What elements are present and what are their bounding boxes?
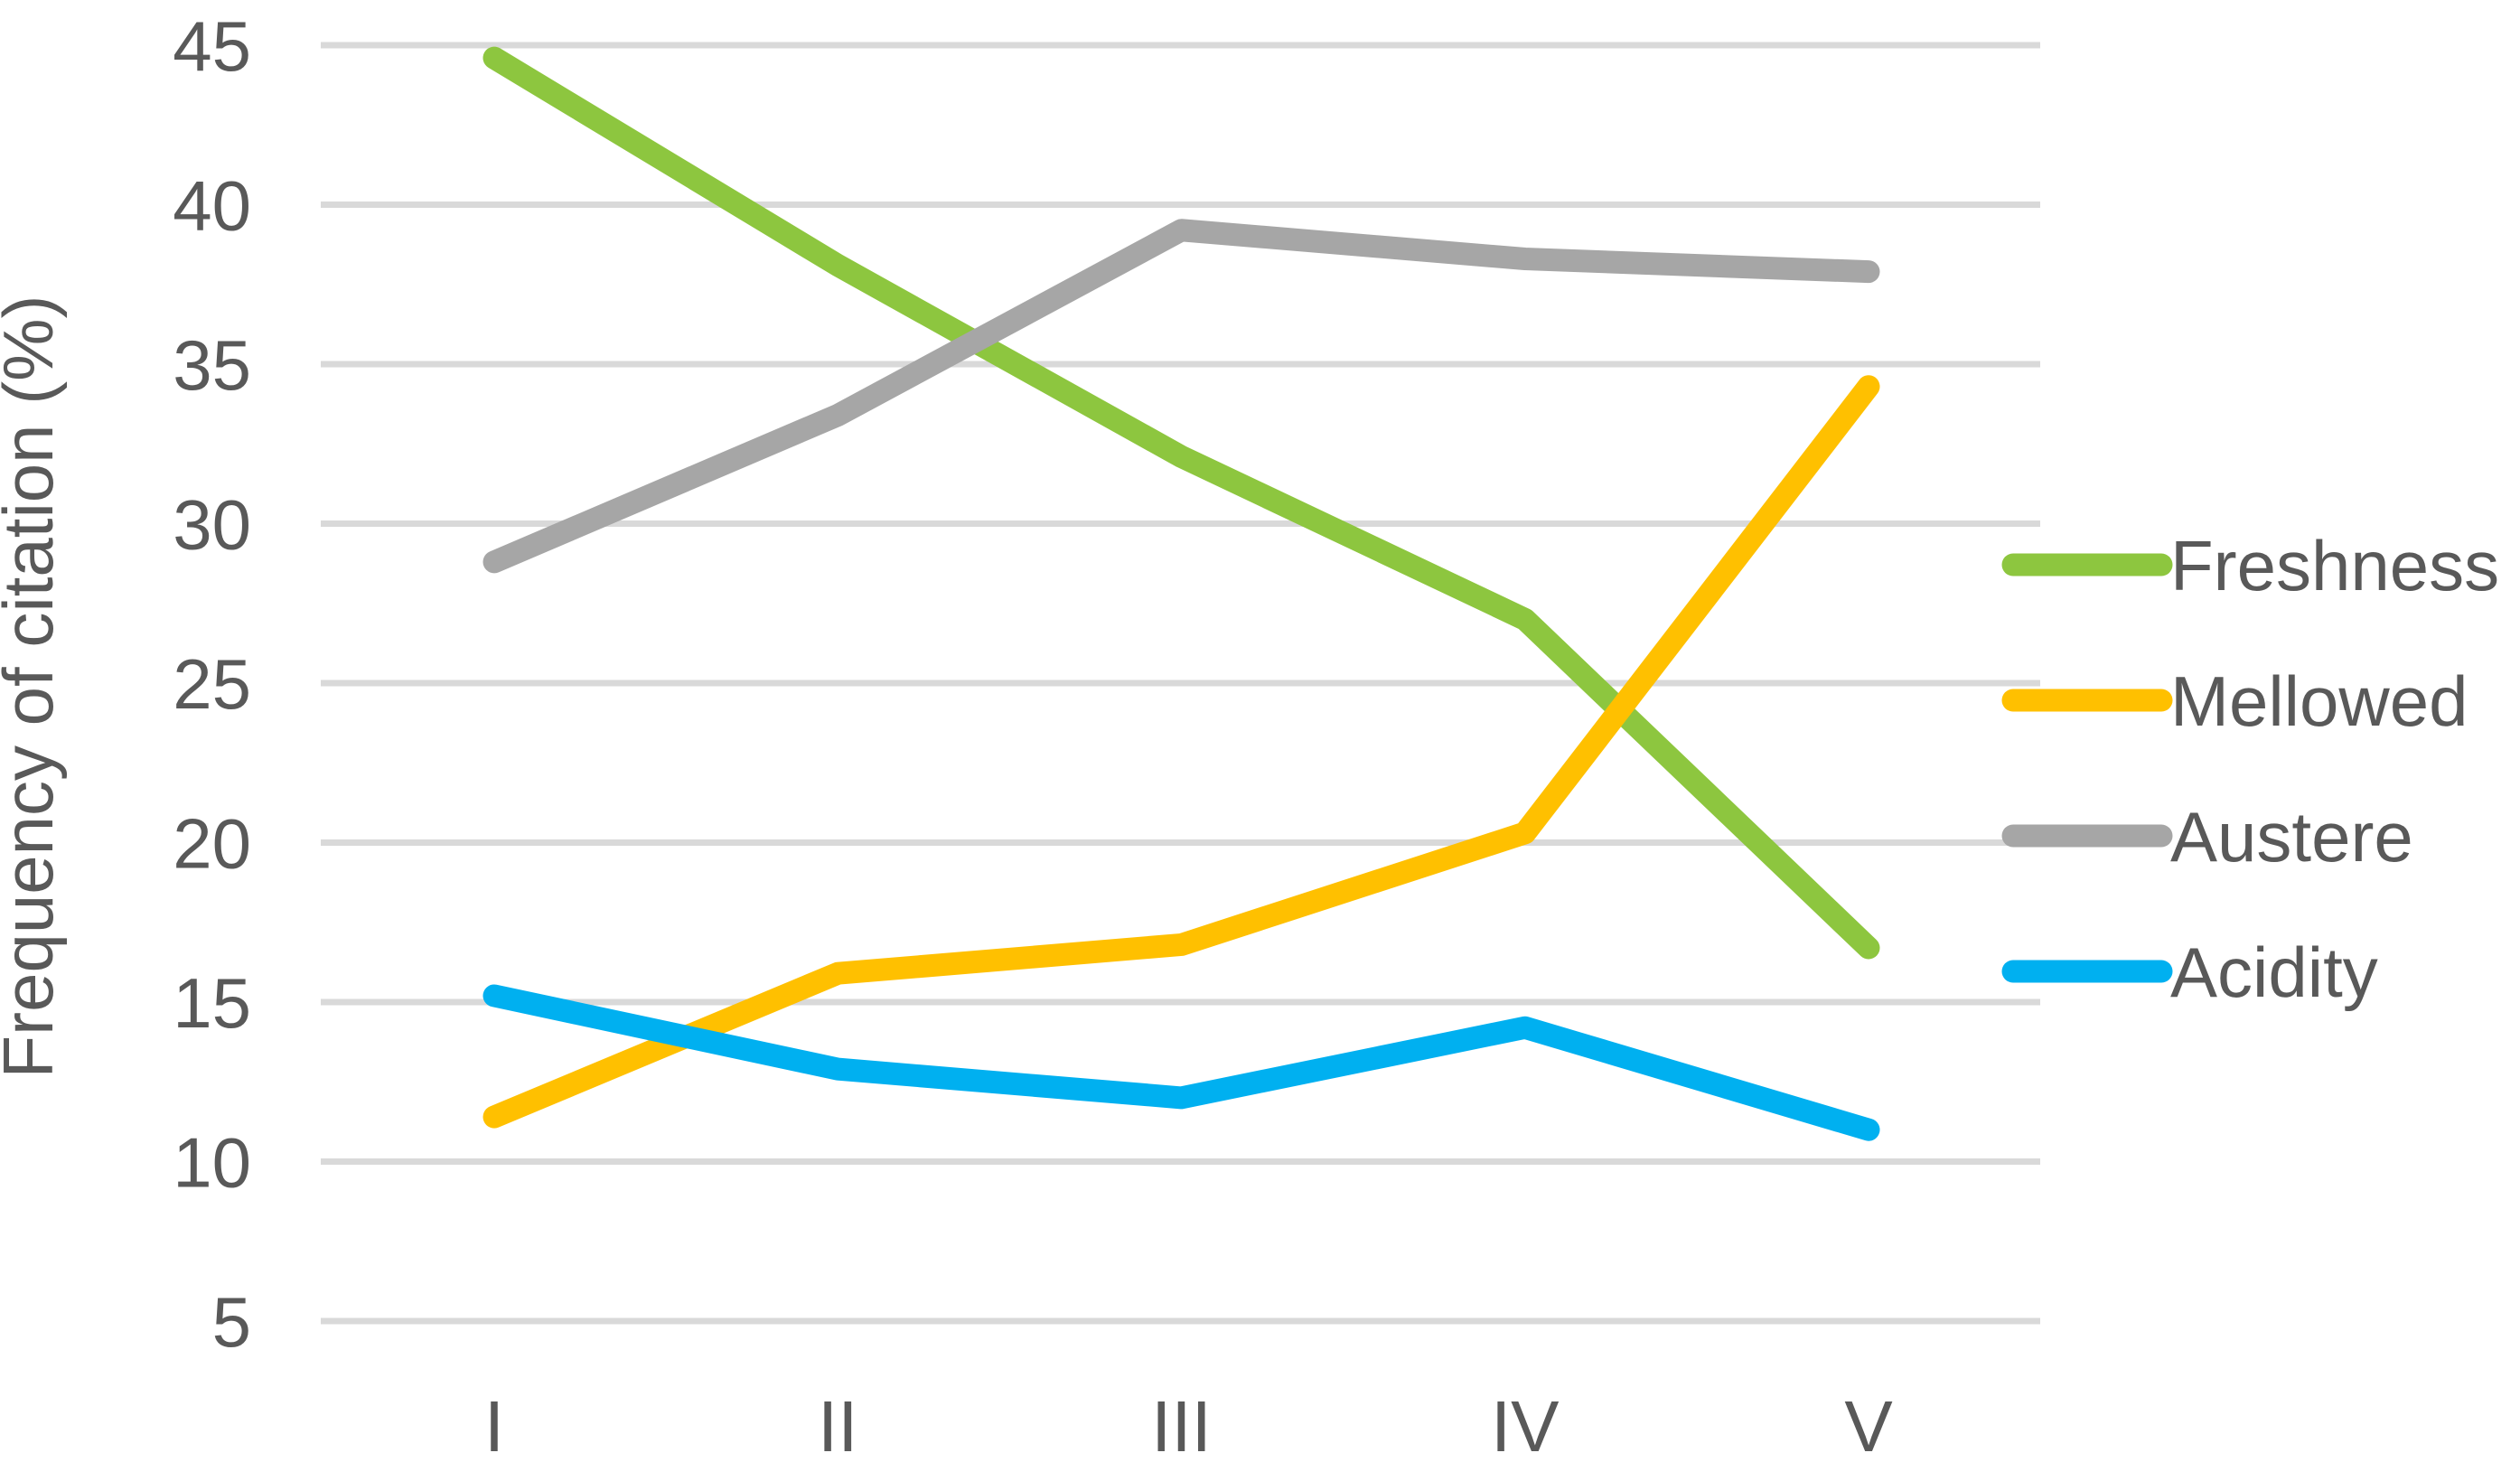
series-line-austere [482,219,1880,574]
x-tick-label: II [818,1386,857,1467]
y-axis-title: Frequency of citation (%) [0,295,68,1078]
y-tick-label: 10 [173,1123,251,1203]
x-category-labels: I II III IV V [484,1386,1893,1467]
series-line-freshness [482,46,1880,960]
legend: Freshness Mellowed Austere Acidity [2001,526,2499,1012]
y-tick-label: 45 [173,6,251,86]
y-tick-label: 15 [173,963,251,1043]
series-lines [482,46,1880,1141]
series-line-mellowed [482,375,1880,1129]
x-tick-label: IV [1491,1386,1560,1467]
y-tick-label: 25 [173,644,251,724]
y-tick-labels: 45 40 35 30 25 20 15 10 5 [173,6,251,1362]
y-tick-label: 5 [212,1282,251,1362]
series-line-acidity [482,984,1880,1141]
legend-label-mellowed: Mellowed [2170,661,2468,741]
y-tick-label: 20 [173,804,251,884]
legend-label-freshness: Freshness [2170,526,2499,605]
legend-label-acidity: Acidity [2170,933,2378,1012]
y-tick-label: 40 [173,166,251,246]
x-tick-label: V [1844,1386,1893,1467]
y-tick-label: 35 [173,325,251,405]
y-tick-label: 30 [173,485,251,565]
x-tick-label: I [484,1386,504,1467]
x-tick-label: III [1151,1386,1212,1467]
legend-label-austere: Austere [2170,797,2413,876]
